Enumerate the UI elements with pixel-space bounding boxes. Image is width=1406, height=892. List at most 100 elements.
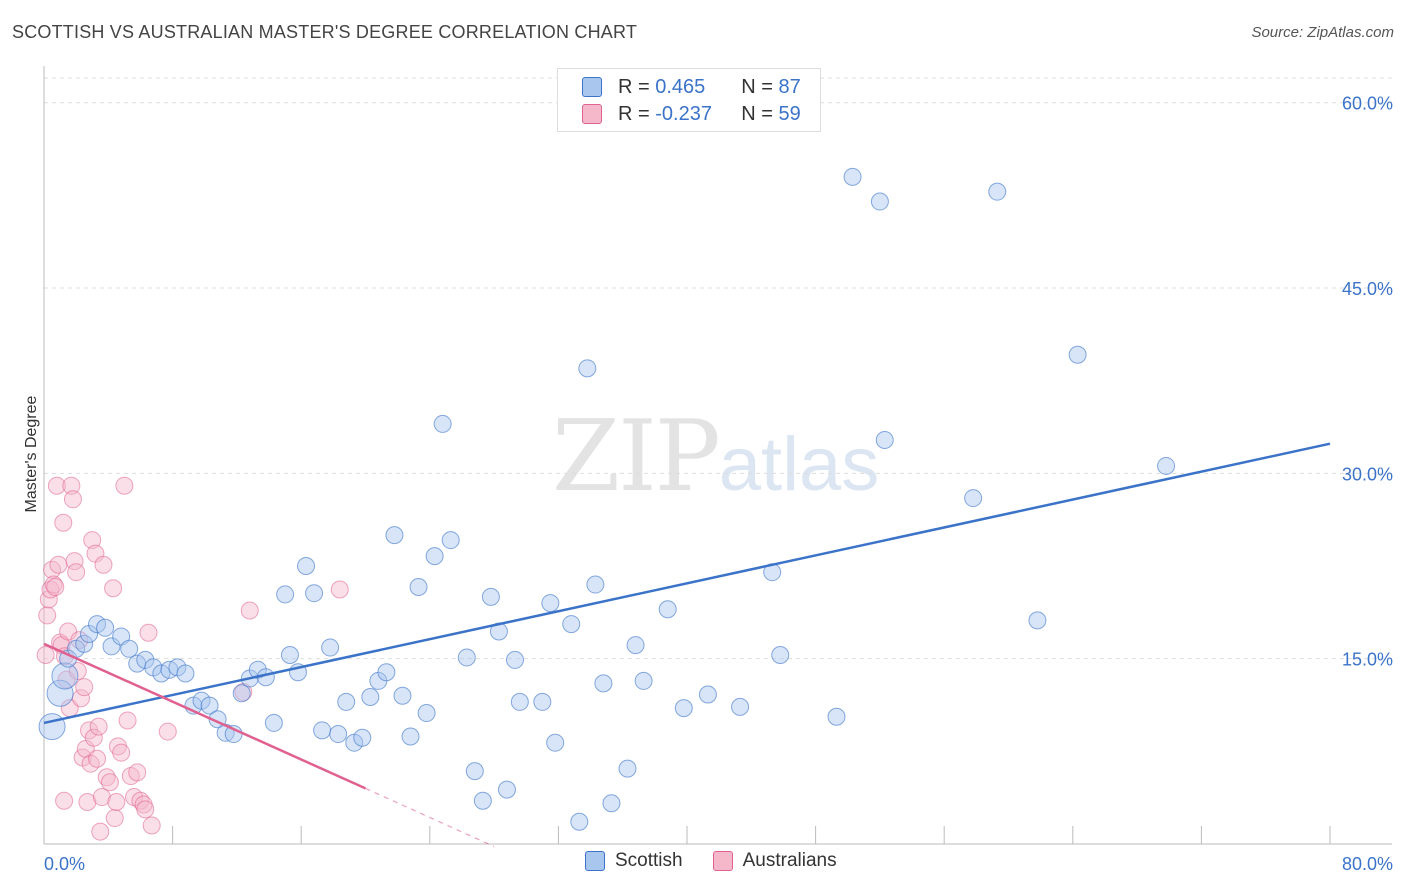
scottish-point	[618, 759, 637, 778]
australians-point	[128, 763, 147, 782]
scottish-point	[409, 578, 428, 597]
scottish-trend-line	[43, 442, 1331, 725]
australians-point	[54, 513, 73, 532]
scottish-point	[51, 662, 79, 690]
scottish-point	[827, 707, 846, 726]
legend-row-scottish: R = 0.465 N = 87	[582, 74, 801, 100]
australians-point	[55, 791, 74, 810]
australians-point	[49, 555, 68, 574]
australians-point	[41, 580, 60, 599]
legend-item-australians[interactable]: Australians	[712, 850, 837, 872]
scottish-point	[510, 692, 529, 711]
scottish-point	[465, 762, 484, 781]
trend-lines	[43, 442, 1331, 848]
australians-point	[67, 563, 86, 582]
australians-point	[47, 476, 66, 495]
australians-point	[118, 711, 137, 730]
legend-row-australians: R = -0.237 N = 59	[582, 101, 801, 127]
australians-point	[104, 579, 123, 598]
scottish-point	[1157, 456, 1176, 475]
scottish-point	[533, 692, 552, 711]
scottish-points	[38, 167, 1176, 831]
chart-title: SCOTTISH VS AUSTRALIAN MASTER'S DEGREE C…	[12, 22, 638, 42]
scottish-point	[457, 648, 476, 667]
scottish-legend-swatch	[585, 851, 605, 871]
scottish-point	[505, 650, 524, 669]
australians-legend-swatch	[712, 851, 733, 871]
scottish-point	[321, 638, 340, 657]
australians-point	[78, 792, 97, 811]
australians-point	[92, 788, 111, 807]
scottish-point	[337, 692, 356, 711]
legend-r-label: R =	[618, 102, 650, 125]
scottish-point	[75, 634, 94, 653]
scottish-point	[176, 664, 195, 683]
watermark: ZIPatlas	[552, 400, 879, 514]
scottish-point	[264, 713, 283, 732]
australians-point	[65, 552, 84, 571]
australians-point	[105, 809, 124, 828]
scottish-point	[297, 557, 316, 576]
australians-point	[84, 728, 103, 747]
scottish-point	[602, 794, 621, 813]
y-tick-label: 45.0%	[1342, 279, 1393, 299]
australians-point	[36, 645, 55, 664]
australians-point	[75, 678, 94, 697]
scottish-point	[594, 674, 613, 693]
legend-n-value: 59	[778, 102, 801, 125]
scottish-point	[570, 812, 589, 831]
x-tick-label-max: 80.0%	[1342, 854, 1393, 874]
y-tick-label: 15.0%	[1342, 650, 1393, 670]
australians-point	[100, 773, 119, 792]
australians-point	[91, 822, 110, 841]
australians-point	[89, 717, 108, 736]
scottish-point	[401, 727, 420, 746]
scottish-point	[361, 687, 380, 706]
scottish-point	[280, 645, 299, 664]
scottish-point	[276, 585, 295, 604]
correlation-legend: R = 0.465 N = 87 R = -0.237 N = 59	[557, 68, 821, 132]
scottish-point	[417, 704, 436, 723]
scottish-point	[393, 686, 412, 705]
scottish-swatch	[582, 77, 602, 97]
scottish-point	[674, 699, 693, 718]
scottish-point	[988, 182, 1007, 201]
legend-item-scottish[interactable]: Scottish	[585, 850, 683, 872]
australians-point	[46, 578, 65, 597]
australians-trend-line	[43, 642, 367, 790]
australians-point	[97, 768, 116, 787]
scottish-point	[1068, 345, 1087, 364]
watermark-atlas: atlas	[718, 422, 880, 507]
scottish-point	[46, 679, 74, 707]
scottish-point	[626, 636, 645, 655]
source-credit: Source: ZipAtlas.com	[1251, 24, 1394, 41]
australians-point	[136, 800, 155, 819]
scottish-point	[353, 728, 372, 747]
scottish-point	[481, 587, 500, 606]
australians-point	[83, 531, 102, 550]
axes	[43, 66, 1392, 845]
gridlines	[44, 77, 1392, 660]
scottish-point	[313, 721, 332, 740]
scottish-point	[1028, 611, 1047, 630]
australians-point	[94, 555, 113, 574]
series-legend: Scottish Australians	[585, 850, 867, 872]
australians-point	[240, 601, 259, 620]
scottish-point	[120, 639, 139, 658]
scottish-point	[843, 167, 862, 186]
scottish-point	[586, 575, 605, 594]
tick-labels: 15.0% 30.0% 45.0% 60.0% 0.0% 80.0%	[44, 94, 1393, 874]
australians-point	[63, 490, 82, 509]
australians-legend-label: Australians	[742, 850, 837, 871]
legend-n-label: N =	[741, 75, 773, 98]
scottish-point	[96, 618, 115, 637]
scottish-point	[562, 615, 581, 634]
australians-points	[36, 476, 349, 841]
scottish-point	[305, 584, 324, 603]
australians-point	[330, 580, 349, 599]
scottish-point	[875, 430, 894, 449]
scottish-legend-label: Scottish	[615, 850, 683, 871]
scottish-point	[377, 663, 396, 682]
scottish-point	[658, 600, 677, 619]
scottish-point	[102, 637, 121, 656]
